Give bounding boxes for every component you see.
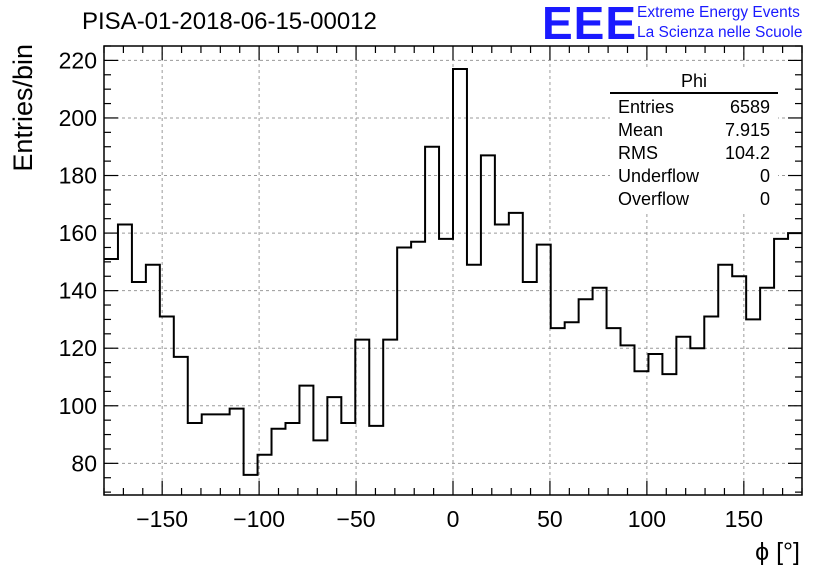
stats-value: 7.915 <box>724 120 770 140</box>
histogram-outline <box>104 68 802 476</box>
stats-row-entries: Entries 6589 <box>610 96 778 119</box>
eee-logo: EEE <box>542 0 638 49</box>
logo-tagline-1: Extreme Energy Events <box>637 4 800 21</box>
x-axis-label: ϕ [°] <box>755 538 800 566</box>
y-tick-label: 80 <box>71 450 97 476</box>
stats-value: 6589 <box>729 97 770 117</box>
y-tick-label: 160 <box>59 220 97 246</box>
y-tick-label: 120 <box>59 335 97 361</box>
stats-value: 0 <box>759 166 770 186</box>
y-tick-label: 140 <box>59 278 97 304</box>
stats-label: Overflow <box>618 189 690 209</box>
stats-box: Phi Entries 6589 Mean 7.915 RMS 104.2 Un… <box>610 70 778 211</box>
run-title: PISA-01-2018-06-15-00012 <box>82 8 377 35</box>
stats-label: Mean <box>618 120 664 140</box>
y-tick-label: 100 <box>59 393 97 419</box>
stats-row-overflow: Overflow 0 <box>610 188 778 211</box>
x-tick-label: −100 <box>233 506 285 532</box>
x-tick-label: 100 <box>628 506 666 532</box>
stats-title: Phi <box>680 71 707 91</box>
stats-row-rms: RMS 104.2 <box>610 142 778 165</box>
y-tick-label: 220 <box>59 47 97 73</box>
y-tick-label: 200 <box>59 105 97 131</box>
x-tick-label: −150 <box>136 506 188 532</box>
x-tick-label: −50 <box>337 506 376 532</box>
x-tick-label: 50 <box>537 506 563 532</box>
x-tick-label: 150 <box>725 506 763 532</box>
stats-value: 0 <box>759 189 770 209</box>
y-tick-label: 180 <box>59 163 97 189</box>
stats-value: 104.2 <box>724 143 770 163</box>
stats-label: Entries <box>618 97 675 117</box>
stats-row-mean: Mean 7.915 <box>610 119 778 142</box>
stats-label: RMS <box>618 143 658 163</box>
x-tick-label: 0 <box>447 506 460 532</box>
stats-row-underflow: Underflow 0 <box>610 165 778 188</box>
y-axis-label: Entries/bin <box>8 44 38 172</box>
logo-tagline-2: La Scienza nelle Scuole <box>637 24 803 41</box>
stats-divider <box>610 92 778 94</box>
stats-label: Underflow <box>618 166 700 186</box>
